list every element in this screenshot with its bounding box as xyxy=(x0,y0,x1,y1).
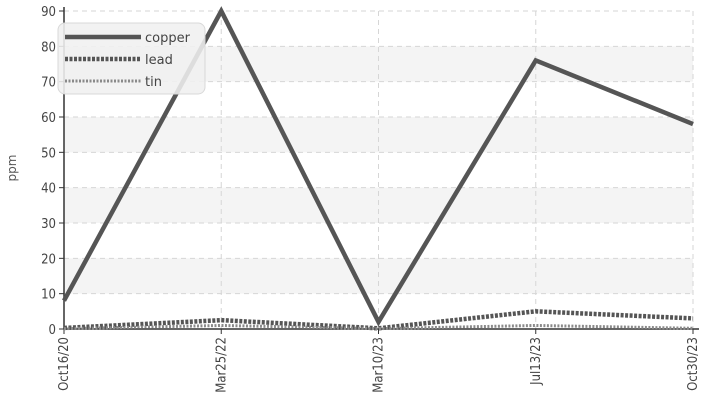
y-tick-label: 50 xyxy=(41,146,56,161)
y-tick-label: 90 xyxy=(41,5,56,20)
y-tick-label: 10 xyxy=(41,288,56,303)
legend-label-copper[interactable]: copper xyxy=(145,31,191,46)
x-tick-label: Oct30/23 xyxy=(686,337,701,391)
y-tick-label: 80 xyxy=(41,40,56,55)
y-tick-label: 30 xyxy=(41,217,56,232)
y-tick-labels: 0 10 20 30 40 50 60 70 80 90 xyxy=(41,5,56,338)
y-tick-label: 20 xyxy=(41,252,56,267)
series-line-copper xyxy=(62,6,694,327)
legend-label-tin[interactable]: tin xyxy=(145,75,162,90)
y-axis-label: ppm xyxy=(5,155,19,182)
legend[interactable]: copper lead tin xyxy=(57,22,206,95)
y-tick-label: 0 xyxy=(49,323,56,338)
x-tick-label: Mar10/23 xyxy=(372,337,387,393)
series-lines xyxy=(62,6,694,331)
legend-label-lead[interactable]: lead xyxy=(145,53,173,68)
x-tick-label: Oct16/20 xyxy=(57,337,72,391)
legend-box xyxy=(57,22,206,95)
y-tick-label: 70 xyxy=(41,76,56,91)
x-tick-label: Mar25/22 xyxy=(214,337,229,393)
series-line-lead xyxy=(63,309,694,331)
x-tick-label: Jul13/23 xyxy=(529,337,544,386)
gridlines xyxy=(63,10,694,329)
y-tick-label: 40 xyxy=(41,182,56,197)
y-tick-label: 60 xyxy=(41,111,56,126)
x-tick-labels: Oct16/20 Mar25/22 Mar10/23 Jul13/23 Oct30/23 xyxy=(57,337,701,393)
